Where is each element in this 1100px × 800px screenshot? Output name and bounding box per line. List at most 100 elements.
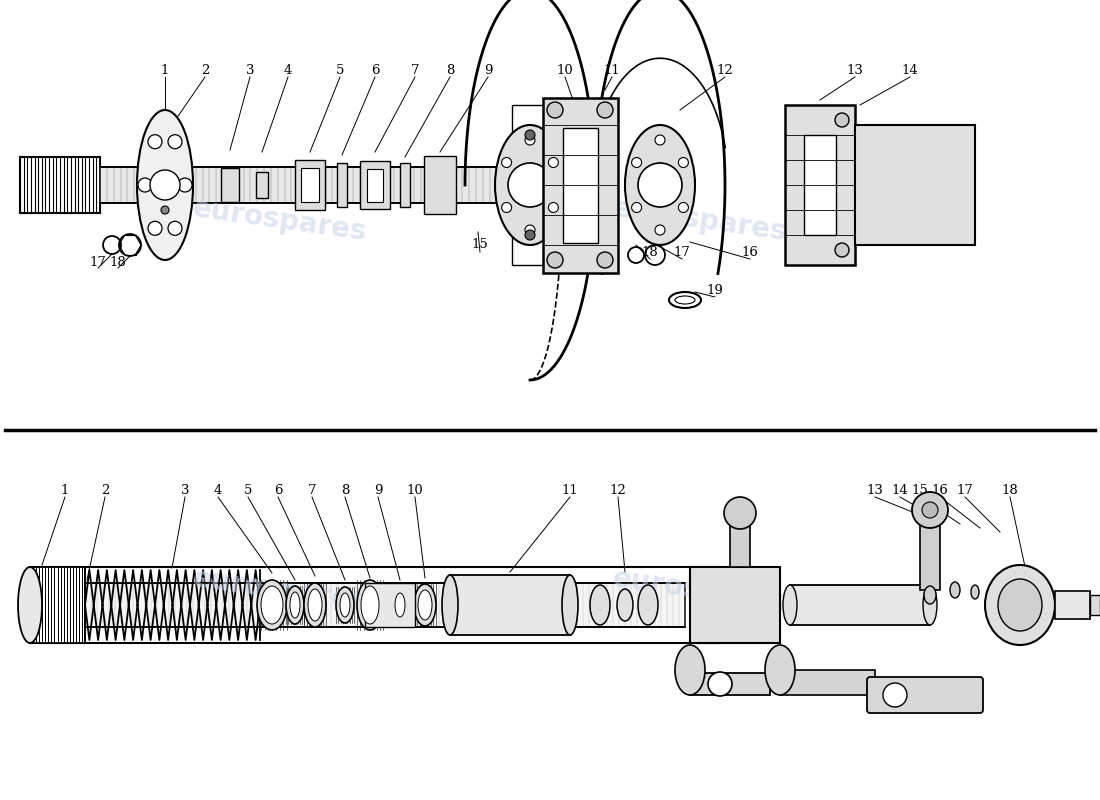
Ellipse shape	[950, 582, 960, 598]
Circle shape	[549, 202, 559, 213]
Bar	[690, 567, 780, 643]
Circle shape	[502, 202, 512, 213]
Bar	[450, 575, 570, 635]
Ellipse shape	[625, 125, 695, 245]
Circle shape	[525, 225, 535, 235]
Text: 16: 16	[932, 483, 948, 497]
Circle shape	[148, 134, 162, 149]
Text: 6: 6	[274, 483, 283, 497]
Text: 14: 14	[892, 483, 909, 497]
Text: eurospares: eurospares	[610, 564, 789, 616]
Circle shape	[150, 170, 180, 200]
Bar	[365, 583, 415, 627]
Circle shape	[631, 158, 641, 167]
Bar	[100, 167, 510, 203]
Ellipse shape	[414, 584, 436, 626]
Ellipse shape	[304, 583, 326, 627]
Ellipse shape	[290, 592, 300, 618]
Bar	[360, 161, 390, 209]
Text: 6: 6	[371, 63, 380, 77]
Text: 10: 10	[557, 63, 573, 77]
Text: 16: 16	[741, 246, 758, 258]
Text: 2: 2	[101, 483, 109, 497]
Text: eurospares: eurospares	[610, 194, 789, 246]
Text: 15: 15	[472, 238, 488, 251]
Text: 8: 8	[446, 63, 454, 77]
Circle shape	[161, 206, 169, 214]
Ellipse shape	[390, 587, 409, 623]
Bar	[221, 168, 239, 202]
Circle shape	[835, 113, 849, 127]
Circle shape	[525, 135, 535, 145]
Circle shape	[549, 158, 559, 167]
Circle shape	[835, 243, 849, 257]
Ellipse shape	[442, 575, 458, 635]
Text: 15: 15	[912, 483, 928, 497]
Text: eurospares: eurospares	[191, 194, 368, 246]
Bar	[20, 157, 100, 213]
Text: 12: 12	[609, 483, 626, 497]
Text: 4: 4	[213, 483, 222, 497]
Bar	[400, 163, 410, 207]
Circle shape	[178, 178, 192, 192]
Ellipse shape	[675, 645, 705, 695]
Circle shape	[138, 178, 152, 192]
Ellipse shape	[984, 565, 1055, 645]
Text: 2: 2	[201, 63, 209, 77]
Bar	[1090, 595, 1100, 615]
Text: 17: 17	[89, 255, 107, 269]
Text: 3: 3	[180, 483, 189, 497]
Bar	[85, 583, 685, 627]
Bar	[562, 127, 597, 242]
Text: 7: 7	[308, 483, 317, 497]
Text: 4: 4	[284, 63, 293, 77]
Bar	[790, 585, 930, 625]
Ellipse shape	[998, 579, 1042, 631]
Circle shape	[654, 225, 666, 235]
Circle shape	[168, 134, 182, 149]
Text: 14: 14	[902, 63, 918, 77]
Text: eurospares: eurospares	[191, 564, 368, 616]
Bar	[780, 670, 874, 695]
Bar	[295, 160, 324, 210]
Bar	[424, 156, 456, 214]
Ellipse shape	[638, 585, 658, 625]
Bar	[256, 172, 268, 198]
Text: 3: 3	[245, 63, 254, 77]
Text: 19: 19	[706, 283, 724, 297]
Circle shape	[547, 102, 563, 118]
Text: 18: 18	[641, 246, 659, 258]
Ellipse shape	[783, 585, 798, 625]
Bar	[512, 105, 548, 265]
Bar	[730, 517, 750, 567]
Circle shape	[922, 502, 938, 518]
Bar	[785, 105, 855, 265]
Ellipse shape	[590, 585, 610, 625]
Text: 5: 5	[244, 483, 252, 497]
Ellipse shape	[495, 125, 565, 245]
Ellipse shape	[617, 589, 632, 621]
Circle shape	[525, 230, 535, 240]
Ellipse shape	[261, 586, 283, 624]
Ellipse shape	[764, 645, 795, 695]
Bar	[804, 135, 836, 235]
Ellipse shape	[971, 585, 979, 599]
Ellipse shape	[924, 586, 936, 604]
Bar	[367, 169, 383, 202]
Text: 13: 13	[847, 63, 864, 77]
Circle shape	[597, 252, 613, 268]
Circle shape	[654, 135, 666, 145]
Circle shape	[724, 497, 756, 529]
Circle shape	[679, 202, 689, 213]
Ellipse shape	[923, 585, 937, 625]
Text: 1: 1	[60, 483, 69, 497]
Ellipse shape	[361, 586, 379, 624]
Text: 17: 17	[673, 246, 691, 258]
Circle shape	[547, 252, 563, 268]
Ellipse shape	[395, 593, 405, 617]
Circle shape	[597, 102, 613, 118]
Ellipse shape	[18, 567, 42, 643]
Circle shape	[631, 202, 641, 213]
Bar	[855, 125, 975, 245]
Circle shape	[638, 163, 682, 207]
